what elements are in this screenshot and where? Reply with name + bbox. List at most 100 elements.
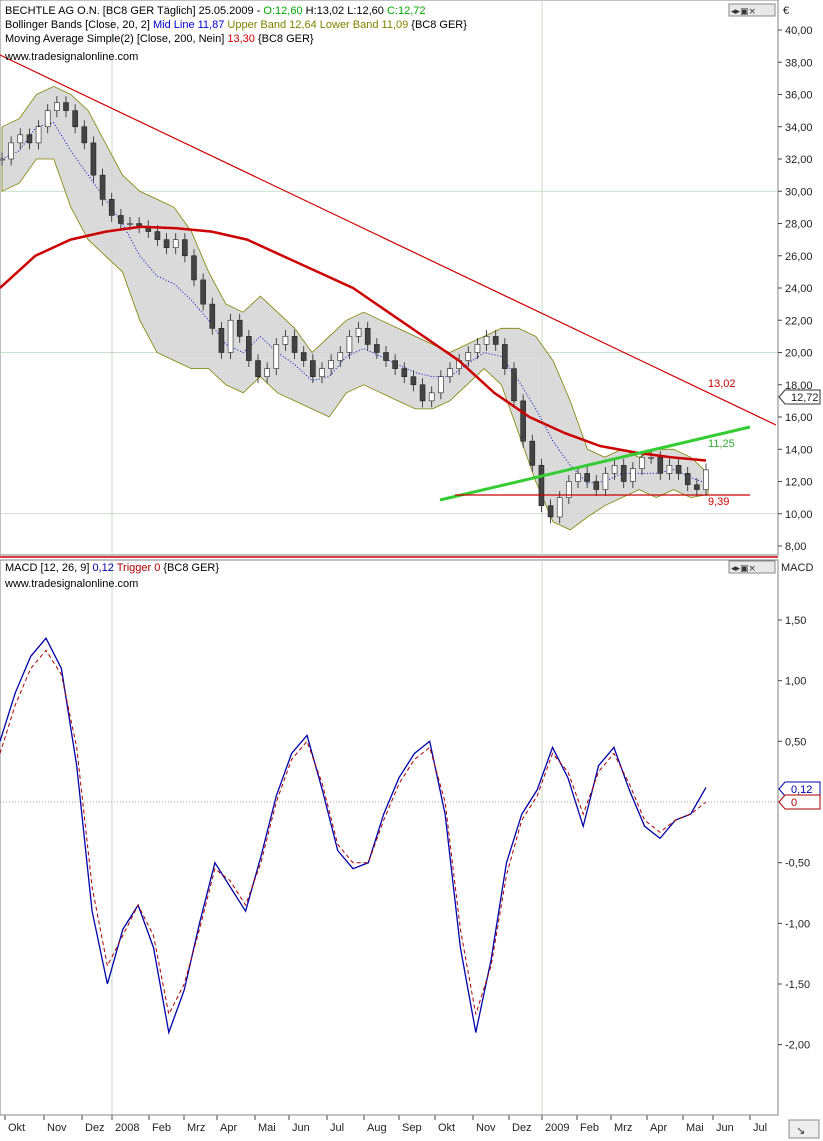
candle-body: [44, 110, 51, 128]
candle-body: [17, 134, 24, 144]
macd-tick-label: -0,50: [785, 858, 810, 870]
macd-axis-title: MACD: [781, 562, 813, 574]
price-header: BECHTLE AG O.N. [BC8 GER Täglich] 25.05.…: [5, 5, 426, 17]
candle-body: [35, 126, 42, 144]
candle-body: [703, 469, 709, 490]
candle-body: [127, 223, 133, 225]
candle-body: [26, 134, 33, 144]
x-tick-label: Mai: [258, 1122, 276, 1134]
candle-body: [575, 473, 581, 482]
price-tick-label: 34,00: [785, 122, 813, 134]
price-tick-label: 38,00: [785, 57, 813, 69]
candle-body: [502, 344, 508, 369]
price-tick-label: 36,00: [785, 90, 813, 102]
x-axis: Okt Nov Dez 2008 Feb Mrz Apr Mai Jun Jul Aug Sep Okt…: [0, 1114, 778, 1134]
candle-body: [319, 368, 325, 377]
resistance-trendline[interactable]: [0, 54, 777, 426]
x-tick-label: Apr: [220, 1122, 237, 1134]
scroll-arrow-icon[interactable]: ↘: [788, 1119, 820, 1139]
resistance-label: 13,02: [708, 378, 736, 390]
candle-body: [300, 352, 307, 361]
candle-body: [209, 303, 216, 329]
candle-body: [246, 336, 252, 361]
ma-header: Moving Average Simple(2) [Close, 200, Ne…: [5, 33, 314, 45]
candle-body: [529, 440, 536, 466]
price-tick-label: 16,00: [785, 412, 813, 424]
candle-body: [438, 376, 444, 394]
website-label: www.tradesignalonline.com: [4, 51, 138, 63]
candle-body: [392, 360, 398, 369]
macd-tick-label: -1,50: [785, 979, 810, 991]
price-tick-label: 12,00: [785, 477, 813, 489]
macd-grid: [111, 560, 543, 1115]
candle-body: [200, 279, 206, 305]
price-tick-label: 8,00: [785, 541, 806, 553]
x-tick-label: Nov: [476, 1122, 496, 1134]
candle-body: [666, 465, 673, 474]
x-tick-label: Dez: [85, 1122, 105, 1134]
macd-panel-controls[interactable]: ◂▸▣×: [728, 560, 776, 574]
price-tick-label: 28,00: [785, 219, 813, 231]
candle-body: [566, 481, 572, 498]
x-tick-label: Jul: [753, 1122, 767, 1134]
candle-body: [355, 328, 362, 337]
candle-body: [520, 400, 526, 442]
macd-last-value-box: 0,12 0: [778, 781, 821, 810]
x-tick-label: Mrz: [187, 1122, 205, 1134]
header-close: C:12,72: [387, 5, 426, 17]
candle-body: [182, 239, 188, 257]
candle-body: [346, 336, 353, 353]
price-tick-label: 26,00: [785, 251, 813, 263]
candle-body: [81, 126, 88, 144]
candle-body: [511, 368, 517, 402]
candle-body: [172, 239, 179, 248]
candle-body: [465, 352, 472, 361]
macd-line: [0, 637, 707, 1035]
candle-body: [547, 505, 554, 518]
candle-body: [428, 392, 435, 402]
x-tick-label: Sep: [402, 1122, 422, 1134]
candle-body: [154, 231, 161, 240]
support-trendline[interactable]: [439, 425, 751, 502]
candle-body: [447, 368, 453, 377]
price-panel-controls[interactable]: ◂▸▣×: [728, 3, 776, 17]
candle-body: [483, 336, 490, 345]
candle-body: [383, 352, 389, 361]
price-tick-label: 20,00: [785, 348, 813, 360]
candle-body: [227, 319, 234, 353]
price-y-axis: 8,00 10,00 12,00 14,00 16,00 18,00 20,00 22,00 2…: [778, 25, 813, 553]
candle-body: [236, 319, 243, 337]
candle-body: [273, 344, 280, 369]
x-tick-label: Jul: [330, 1122, 344, 1134]
macd-last-value: 0,12: [791, 784, 812, 796]
price-tick-label: 30,00: [785, 186, 813, 198]
x-tick-label: 2009: [545, 1122, 569, 1134]
price-tick-label: 24,00: [785, 283, 813, 295]
price-tick-label: 32,00: [785, 154, 813, 166]
candle-body: [191, 255, 197, 281]
candle-body: [657, 457, 664, 474]
candle-body: [163, 239, 170, 248]
macd-tick-label: 1,00: [785, 676, 806, 688]
macd-tick-label: -1,00: [785, 918, 810, 930]
candle-body: [684, 473, 691, 486]
candle-body: [72, 110, 78, 128]
price-axis-unit: €: [783, 5, 789, 17]
price-tick-label: 18,00: [785, 380, 813, 392]
candle-body: [648, 457, 654, 459]
header-title: BECHTLE AG O.N. [BC8 GER Täglich] 25.05.…: [5, 5, 263, 17]
candle-body: [337, 352, 344, 361]
macd-header: MACD [12, 26, 9] 0,12 Trigger 0 {BC8 GER…: [5, 562, 219, 574]
x-tick-label: Jun: [716, 1122, 734, 1134]
price-last-value-box: 12,72: [778, 389, 821, 405]
moving-average-200-line: [0, 225, 707, 462]
macd-trigger-line: [0, 649, 707, 1016]
candle-body: [620, 465, 627, 482]
candle-body: [401, 368, 408, 377]
candle-body: [108, 199, 115, 216]
price-tick-label: 40,00: [785, 25, 813, 37]
candle-body: [99, 174, 106, 200]
candle-body: [63, 102, 69, 111]
candle-body: [118, 215, 124, 224]
candle-body: [602, 473, 609, 490]
